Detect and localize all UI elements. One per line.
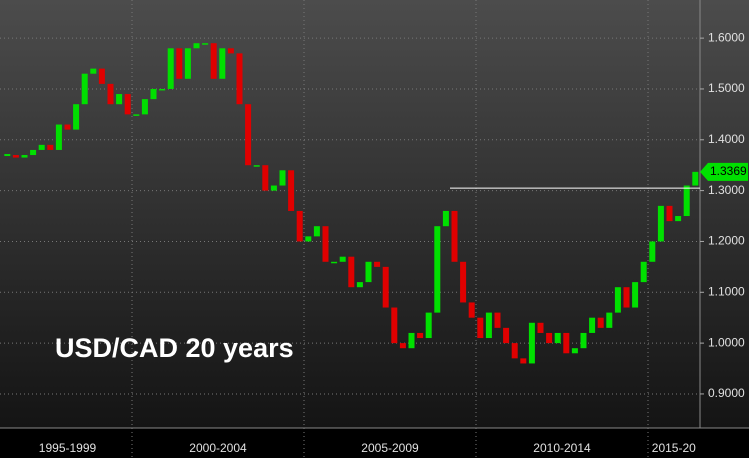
candle bbox=[64, 124, 71, 130]
candle bbox=[253, 165, 260, 167]
candle bbox=[184, 48, 191, 79]
candle bbox=[460, 261, 467, 303]
candle bbox=[434, 226, 441, 313]
candle bbox=[219, 48, 226, 79]
y-tick-label: 1.1000 bbox=[708, 284, 745, 298]
candle bbox=[313, 226, 320, 237]
candle bbox=[262, 165, 269, 191]
candle bbox=[47, 144, 54, 150]
candle bbox=[442, 210, 449, 227]
candle bbox=[133, 114, 140, 116]
candle bbox=[511, 343, 518, 359]
candle bbox=[520, 358, 527, 364]
last-price-label: 1.3369 bbox=[710, 164, 747, 178]
candle bbox=[374, 261, 381, 267]
candle bbox=[589, 317, 596, 333]
candle bbox=[210, 43, 217, 79]
candle bbox=[692, 171, 699, 186]
candle bbox=[606, 312, 613, 328]
candle bbox=[339, 256, 346, 262]
candle bbox=[408, 332, 415, 349]
candle bbox=[356, 282, 363, 288]
candle bbox=[305, 236, 312, 242]
candle bbox=[55, 124, 62, 150]
candle bbox=[227, 48, 234, 54]
candle bbox=[365, 261, 372, 283]
candle bbox=[245, 104, 252, 166]
candle bbox=[107, 83, 114, 105]
candle bbox=[98, 68, 105, 84]
candle bbox=[167, 48, 174, 89]
candle bbox=[81, 73, 88, 105]
y-tick-label: 1.2000 bbox=[708, 234, 745, 248]
y-tick-label: 0.9000 bbox=[708, 386, 745, 400]
candle bbox=[675, 216, 682, 222]
candle bbox=[477, 317, 484, 339]
candle bbox=[399, 343, 406, 349]
x-tick-label: 2015-20 bbox=[652, 441, 696, 455]
candle bbox=[546, 332, 553, 344]
candle bbox=[614, 287, 621, 313]
candle bbox=[597, 317, 604, 328]
candle bbox=[632, 282, 639, 308]
y-tick-label: 1.6000 bbox=[708, 30, 745, 44]
x-axis-band bbox=[0, 428, 749, 458]
candle bbox=[468, 302, 475, 318]
candle bbox=[649, 241, 656, 262]
candle bbox=[202, 43, 209, 45]
x-tick-label: 2005-2009 bbox=[361, 441, 419, 455]
candle bbox=[279, 170, 286, 186]
candle bbox=[176, 48, 183, 79]
y-tick-label: 1.4000 bbox=[708, 132, 745, 146]
candle bbox=[296, 210, 303, 242]
candle bbox=[236, 53, 243, 105]
candle bbox=[425, 312, 432, 339]
candle bbox=[666, 205, 673, 222]
x-tick-label: 2010-2014 bbox=[533, 441, 591, 455]
candle bbox=[494, 312, 501, 328]
x-tick-label: 2000-2004 bbox=[189, 441, 247, 455]
candle bbox=[485, 312, 492, 339]
candle bbox=[554, 332, 561, 344]
candle bbox=[640, 261, 647, 283]
y-tick-label: 1.5000 bbox=[708, 81, 745, 95]
candle bbox=[270, 185, 277, 191]
candle bbox=[683, 185, 690, 217]
candle bbox=[503, 327, 510, 344]
candle bbox=[563, 332, 570, 354]
candle bbox=[90, 68, 97, 74]
last-price-tag bbox=[700, 162, 748, 181]
candle bbox=[288, 170, 295, 211]
candle bbox=[623, 287, 630, 308]
candle bbox=[571, 348, 578, 354]
x-tick-label: 1995-1999 bbox=[39, 441, 97, 455]
candle bbox=[657, 205, 664, 242]
candle bbox=[537, 322, 544, 333]
candle bbox=[193, 43, 200, 49]
candle bbox=[331, 261, 338, 264]
candle bbox=[124, 94, 131, 115]
candle bbox=[451, 210, 458, 262]
candle bbox=[580, 332, 587, 349]
candle bbox=[150, 88, 157, 100]
candle bbox=[73, 104, 80, 130]
candle bbox=[116, 94, 123, 105]
candle bbox=[30, 149, 37, 156]
candle bbox=[528, 322, 535, 364]
y-tick-label: 1.3000 bbox=[708, 183, 745, 197]
candle bbox=[417, 332, 424, 339]
candle bbox=[38, 144, 45, 150]
plot-background bbox=[0, 0, 749, 428]
candle bbox=[12, 155, 19, 158]
candle bbox=[391, 307, 398, 344]
candle bbox=[348, 256, 355, 288]
chart-title: USD/CAD 20 years bbox=[55, 333, 294, 363]
candle bbox=[141, 99, 148, 115]
y-tick-label: 1.0000 bbox=[708, 335, 745, 349]
candle bbox=[159, 88, 166, 91]
candle bbox=[322, 226, 329, 262]
candle bbox=[21, 155, 28, 158]
candle bbox=[382, 266, 389, 308]
